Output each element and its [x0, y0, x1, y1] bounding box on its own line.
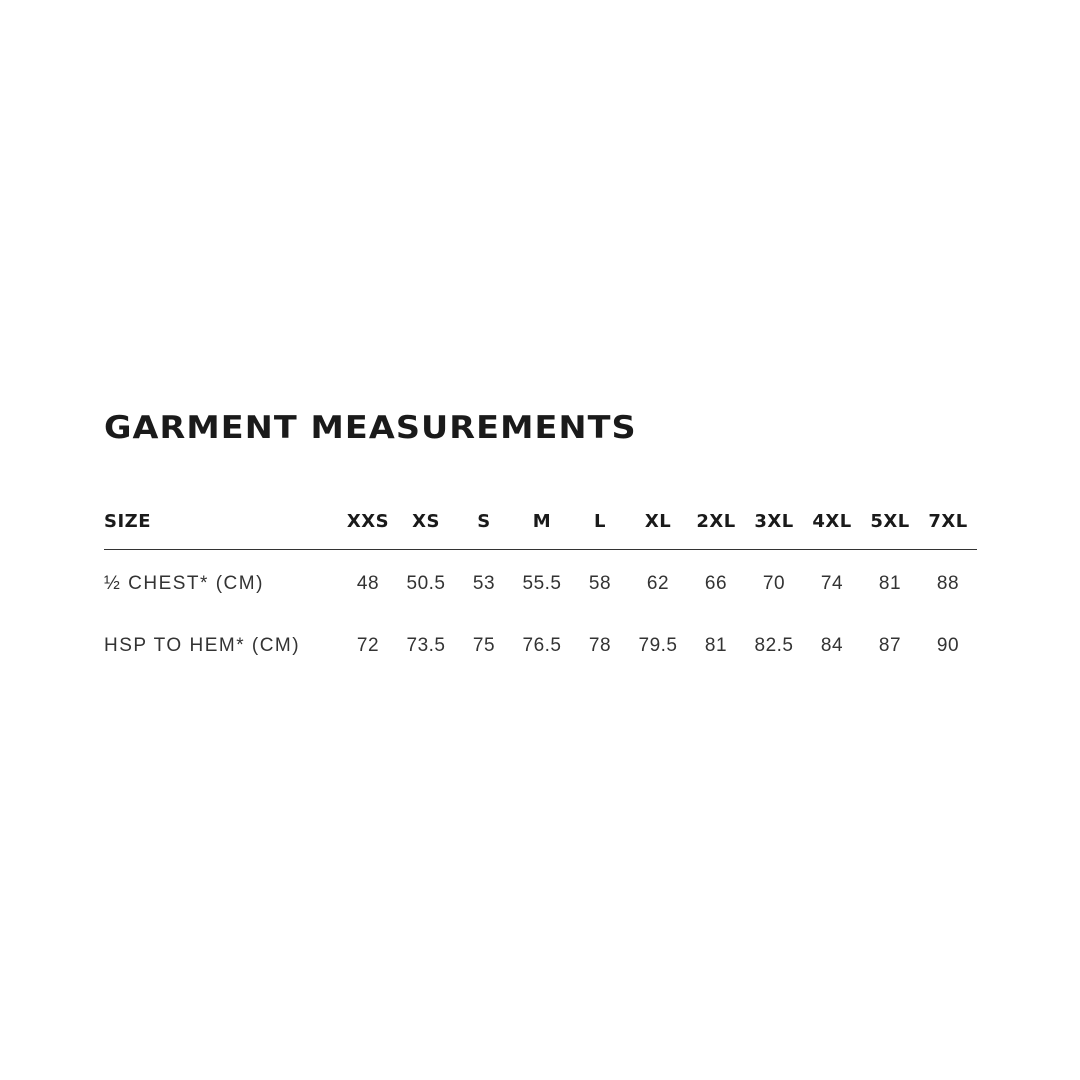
- measurement-cell: 74: [820, 573, 844, 594]
- measurement-cell: 53: [472, 573, 496, 594]
- measurement-cell: 78: [588, 634, 612, 656]
- measurement-cell: 81: [704, 634, 728, 656]
- row-label: ½ CHEST* (CM): [104, 573, 264, 594]
- size-column-header: 4XL: [803, 503, 861, 550]
- size-column-header: XXS: [339, 503, 397, 550]
- measurement-cell: 84: [820, 634, 844, 656]
- size-column-header: XS: [397, 503, 455, 550]
- table-row: HSP TO HEM* (CM) 72 73.5 75 76.5 78 79.5 81 82.5…: [104, 614, 977, 677]
- measurement-cell: 90: [936, 634, 960, 656]
- measurement-cell: 72: [356, 634, 380, 656]
- row-label: HSP TO HEM* (CM): [104, 634, 301, 656]
- measurement-cell: 55.5: [522, 573, 562, 594]
- measurement-cell: 50.5: [406, 573, 446, 594]
- measurement-cell: 70: [762, 573, 786, 594]
- measurement-cell: 82.5: [754, 634, 794, 656]
- size-column-header: XL: [629, 503, 687, 550]
- measurement-cell: 66: [704, 573, 728, 594]
- table-row: ½ CHEST* (CM) 48 50.5 53 55.5 58 62 66 70 74 81 88: [104, 550, 977, 615]
- measurement-cell: 79.5: [638, 634, 678, 656]
- header-row: SIZE XXS XS S M L XL 2XL 3XL 4XL 5XL 7XL: [104, 503, 977, 550]
- size-column-header: 2XL: [687, 503, 745, 550]
- size-column-header: 3XL: [745, 503, 803, 550]
- measurement-cell: 81: [878, 573, 902, 594]
- size-column-header: 7XL: [919, 503, 977, 550]
- measurement-cell: 76.5: [522, 634, 562, 656]
- measurement-cell: 88: [936, 573, 960, 594]
- size-header: SIZE: [104, 503, 339, 550]
- measurement-cell: 62: [646, 573, 670, 594]
- size-column-header: 5XL: [861, 503, 919, 550]
- size-chart-table: SIZE XXS XS S M L XL 2XL 3XL 4XL 5XL 7XL ½ CHEST* …: [104, 503, 977, 677]
- measurement-cell: 48: [356, 573, 380, 594]
- size-column-header: M: [513, 503, 571, 550]
- measurement-cell: 75: [472, 634, 496, 656]
- measurement-cell: 87: [878, 634, 902, 656]
- size-column-header: L: [571, 503, 629, 550]
- size-column-header: S: [455, 503, 513, 550]
- page-title: GARMENT MEASUREMENTS: [104, 410, 637, 446]
- measurement-cell: 73.5: [406, 634, 446, 656]
- measurement-cell: 58: [588, 573, 612, 594]
